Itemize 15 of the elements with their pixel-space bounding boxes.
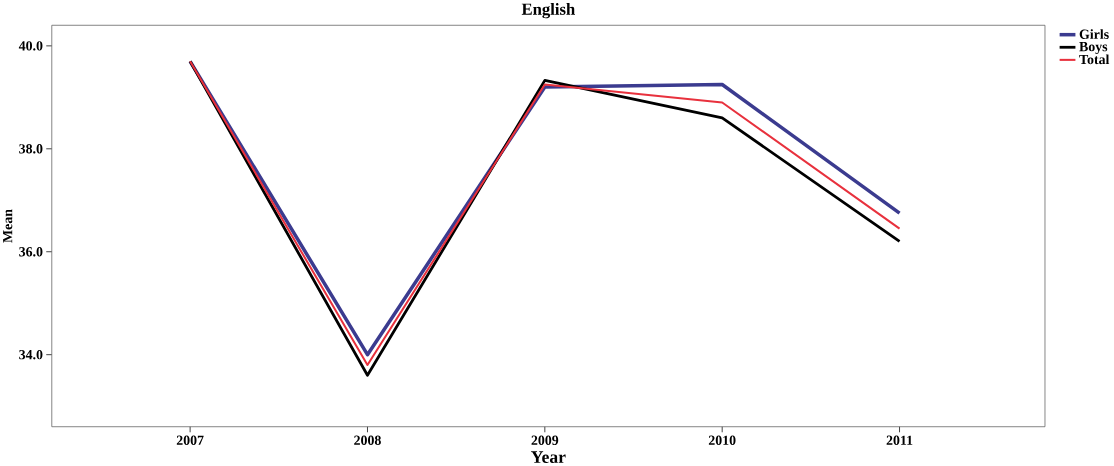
- x-tick-label: 2009: [531, 435, 559, 445]
- chart-title: English: [521, 3, 575, 19]
- x-axis-title: Year: [531, 451, 566, 463]
- y-tick-label: 34.0: [19, 349, 43, 360]
- y-tick-label: 38.0: [19, 144, 43, 154]
- legend-label: Boys: [1079, 42, 1108, 55]
- legend-label: Girls: [1079, 29, 1109, 39]
- x-tick-label: 2007: [176, 435, 204, 445]
- y-tick-label: 36.0: [19, 247, 43, 257]
- x-tick-label: 2011: [886, 435, 913, 445]
- legend-label: Total: [1079, 54, 1110, 65]
- y-tick-label: 40.0: [18, 41, 43, 51]
- x-tick-label: 2010: [708, 435, 736, 445]
- x-tick-label: 2008: [354, 435, 381, 445]
- y-axis-title: Mean: [3, 209, 13, 243]
